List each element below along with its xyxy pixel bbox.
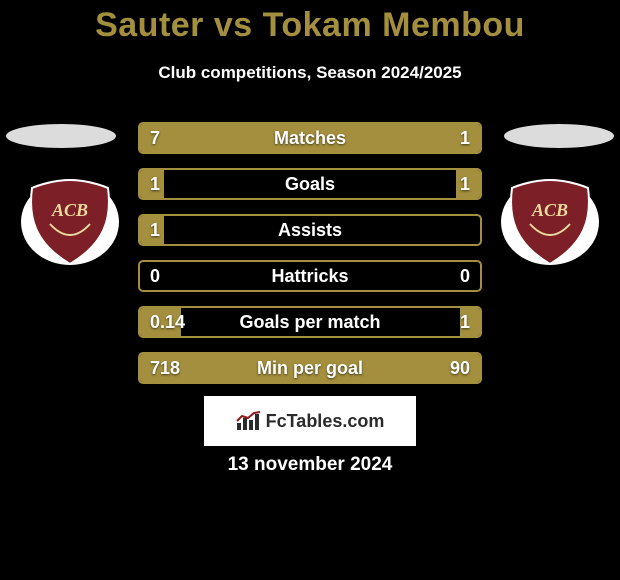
- stat-label: Assists: [140, 216, 480, 244]
- stat-fill-left: [140, 216, 164, 244]
- stat-row: 71890Min per goal: [138, 352, 482, 384]
- stat-row: 0 0Hattricks: [138, 260, 482, 292]
- date-label: 13 november 2024: [0, 454, 620, 476]
- brand-text: FcTables.com: [266, 411, 385, 432]
- club-badge-left: ACB: [20, 178, 120, 266]
- stat-row: 0.141Goals per match: [138, 306, 482, 338]
- subtitle: Club competitions, Season 2024/2025: [0, 63, 620, 83]
- stat-fill-right: [405, 124, 480, 152]
- svg-text:ACB: ACB: [51, 200, 88, 220]
- stat-fill-right: [460, 308, 480, 336]
- stat-row: 1Assists: [138, 214, 482, 246]
- stat-label: Hattricks: [140, 262, 480, 290]
- club-badge-right: ACB: [500, 178, 600, 266]
- stat-fill-right: [456, 170, 480, 198]
- page-title: Sauter vs Tokam Membou: [0, 0, 620, 45]
- stat-fill-left: [140, 124, 405, 152]
- stat-label: Goals: [140, 170, 480, 198]
- stat-fill-left: [140, 354, 405, 382]
- stat-fill-left: [140, 308, 181, 336]
- stat-label: Goals per match: [140, 308, 480, 336]
- svg-text:ACB: ACB: [531, 200, 568, 220]
- stat-value-right: 0: [450, 262, 480, 290]
- comparison-infographic: Sauter vs Tokam Membou Club competitions…: [0, 0, 620, 580]
- stat-row: 11Goals: [138, 168, 482, 200]
- player-shadow-left: [6, 124, 116, 148]
- stat-rows: 71Matches 11Goals 1Assists 0 0Hattricks 0.141…: [138, 122, 482, 398]
- stat-fill-left: [140, 170, 164, 198]
- brand-chart-icon: [236, 411, 262, 431]
- stat-value-left: 0: [140, 262, 170, 290]
- stat-value-right: [460, 216, 480, 244]
- brand-link[interactable]: FcTables.com: [204, 396, 416, 446]
- player-shadow-right: [504, 124, 614, 148]
- stat-row: 71Matches: [138, 122, 482, 154]
- stat-fill-right: [405, 354, 480, 382]
